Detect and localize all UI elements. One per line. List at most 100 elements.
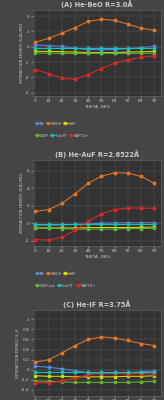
dHF [74,226,76,230]
SAPT2+ [48,71,50,76]
SAPT2+ [34,237,36,242]
Y-axis label: INTERACTION ENERGY, KCAL/MOL: INTERACTION ENERGY, KCAL/MOL [20,173,24,233]
dHF [34,49,36,54]
Line: ES: ES [34,365,155,375]
EXCH [127,171,129,176]
DISP [74,380,76,385]
Line: SAPT2+: SAPT2+ [34,372,155,384]
Ind-PT [87,45,89,50]
EXCH [100,17,102,22]
SAPT2+ [74,228,76,233]
Line: DISP: DISP [34,52,155,54]
dHF [114,374,116,379]
Ind-PT [153,370,155,375]
dHF [140,50,142,54]
DISP [48,379,50,384]
Ind-PT [100,370,102,375]
dHF [100,374,102,379]
EXCH [100,174,102,179]
Ind-PT [114,45,116,50]
dHF [127,374,129,379]
SAPT2+ [127,57,129,62]
DISP-tot [87,227,89,232]
SAPT2+ [48,238,50,242]
SAPT2+ [100,212,102,216]
Ind-PT [48,222,50,226]
Ind-PT [140,370,142,375]
ES [74,222,76,227]
EXCH [153,181,155,186]
EXCH [34,209,36,214]
dHF [34,374,36,378]
EXCH [61,351,63,356]
dHF [153,374,155,378]
Ind-PT [153,45,155,50]
ES [61,222,63,227]
EXCH [140,26,142,30]
DISP [100,51,102,56]
DISP [61,380,63,384]
ES [114,47,116,52]
Ind-PT [61,370,63,375]
Y-axis label: INTERACTION ENERGY, KCAL/MOL: INTERACTION ENERGY, KCAL/MOL [20,22,24,83]
ES [34,223,36,228]
Ind-PT [34,45,36,50]
ES [100,48,102,52]
Ind-PT [140,222,142,226]
SAPT2+ [61,76,63,80]
SAPT2+ [114,61,116,66]
EXCH [127,338,129,343]
DISP-tot [74,227,76,232]
dHF [61,374,63,379]
Ind-PT [34,222,36,226]
EXCH [87,19,89,24]
Title: (A) He-BeO R=3.0Å: (A) He-BeO R=3.0Å [61,0,133,8]
Ind-PT [114,222,116,226]
EXCH [61,201,63,206]
ES [34,364,36,369]
Ind-PT [127,370,129,375]
DISP [127,51,129,56]
Ind-PT [127,222,129,226]
ES [140,369,142,374]
ES [87,222,89,226]
EXCH [153,343,155,348]
DISP [74,51,76,56]
ES [100,221,102,226]
dHF [153,49,155,54]
Line: SAPT2+: SAPT2+ [34,207,155,241]
ES [140,220,142,225]
EXCH [74,343,76,348]
DISP-tot [140,226,142,231]
SAPT2+ [127,371,129,376]
ES [100,371,102,376]
DISP [140,380,142,384]
ES [48,223,50,228]
ES [140,45,142,50]
EXCH [153,28,155,33]
ES [74,46,76,51]
ES [127,370,129,375]
SAPT2+ [74,376,76,381]
SAPT2+ [140,206,142,210]
dHF [48,49,50,54]
DISP-tot [48,226,50,231]
Ind-PT [48,45,50,50]
Ind-PT [74,45,76,50]
EXCH [114,18,116,23]
EXCH [114,336,116,340]
ES [114,220,116,225]
SAPT2+ [140,371,142,376]
Line: dHF: dHF [34,226,155,229]
X-axis label: THETA, DEG: THETA, DEG [84,105,110,109]
ES [127,220,129,225]
EXCH [48,207,50,212]
EXCH [114,170,116,175]
Ind-PT [48,370,50,375]
Legend: DISP-tot, Ind-PT, SAPT2+: DISP-tot, Ind-PT, SAPT2+ [35,284,96,288]
EXCH [61,31,63,36]
ES [48,43,50,48]
DISP-tot [114,227,116,232]
Line: dHF: dHF [34,374,155,378]
Line: DISP: DISP [34,380,155,384]
